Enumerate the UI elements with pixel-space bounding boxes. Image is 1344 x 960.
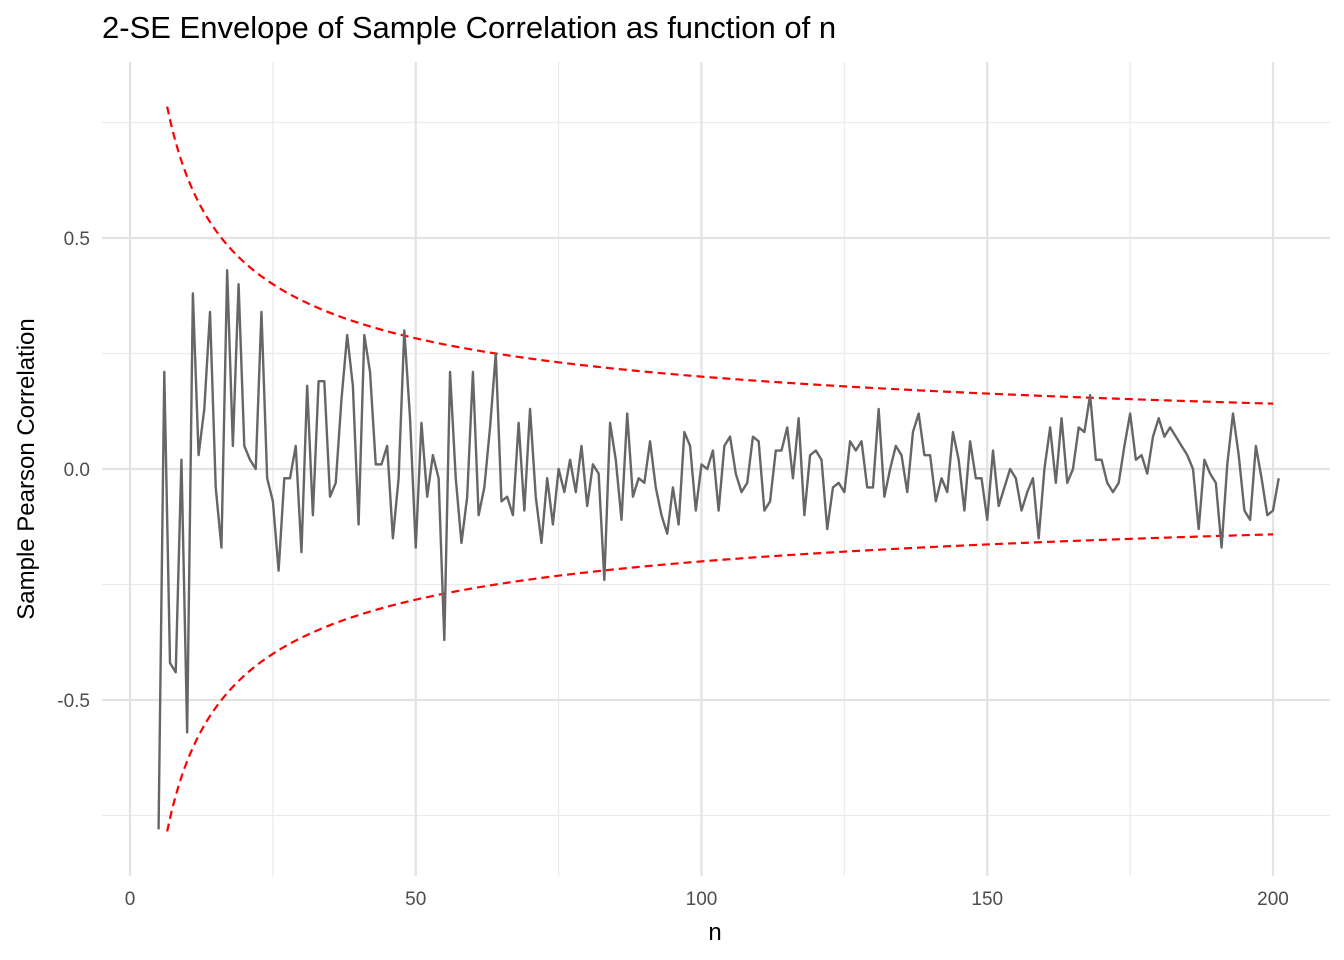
- correlation-series-line: [157, 269, 1280, 830]
- x-tick-label: 0: [125, 889, 136, 910]
- y-axis-ticks: -0.5 0.0 0.5: [57, 229, 90, 712]
- x-tick-label: 200: [1257, 889, 1289, 910]
- x-axis-title: n: [708, 919, 721, 946]
- envelope-upper-line: [166, 106, 1274, 405]
- y-tick-label: 0.0: [64, 460, 90, 481]
- envelope-lower-line: [166, 533, 1274, 832]
- x-tick-label: 100: [686, 889, 718, 910]
- x-tick-label: 150: [971, 889, 1003, 910]
- y-axis-title: Sample Pearson Correlation: [13, 318, 40, 620]
- x-tick-label: 50: [405, 889, 426, 910]
- series-group: [157, 269, 1280, 830]
- y-tick-label: -0.5: [57, 691, 90, 712]
- x-axis-ticks: 0 50 100 150 200: [125, 889, 1289, 910]
- y-tick-label: 0.5: [64, 229, 90, 250]
- chart-title: 2-SE Envelope of Sample Correlation as f…: [102, 10, 837, 45]
